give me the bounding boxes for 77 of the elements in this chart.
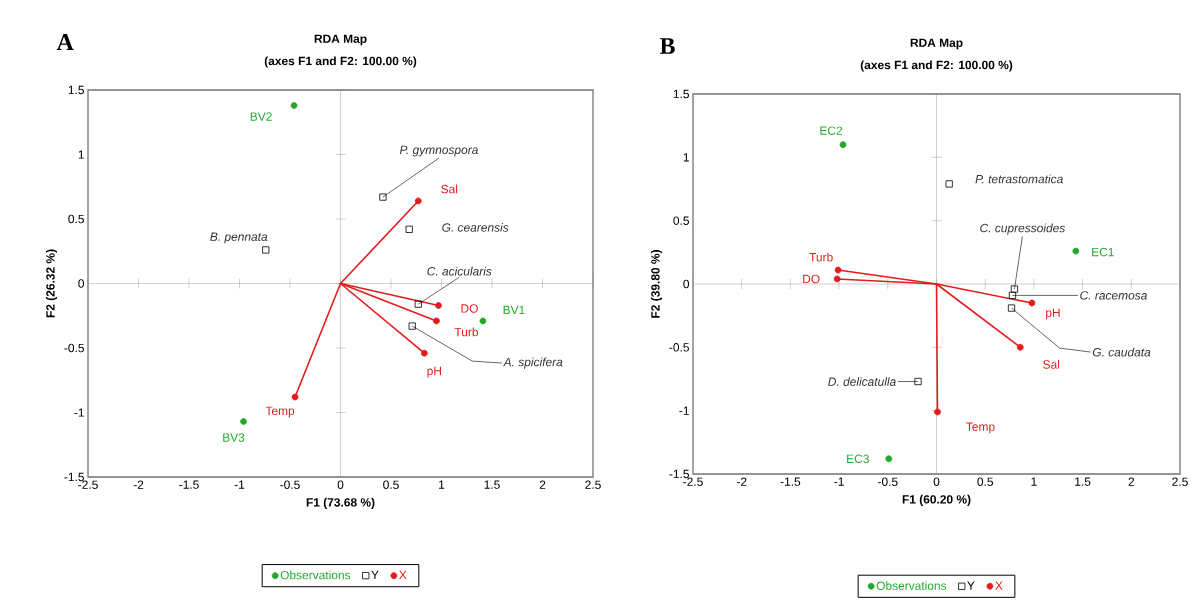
chart-title: RDA Map	[314, 34, 367, 46]
annotation: G. caudata	[1092, 347, 1151, 357]
y-tick-label: 0	[683, 279, 690, 289]
annotation: DO	[461, 304, 478, 313]
y-tick-label: 1.5	[68, 85, 84, 95]
y-tick-label: -0.5	[64, 343, 84, 353]
annotation: D. delicatulla	[828, 377, 896, 386]
x-tick-label: 2.5	[585, 480, 601, 489]
x-tick-label: -1.5	[780, 477, 801, 486]
annotation: P. tetrastomatica	[975, 174, 1063, 184]
x-tick-label: 2	[539, 480, 546, 489]
annotation: DO	[803, 274, 820, 284]
legend-label: Observations	[876, 581, 947, 590]
y-tick-label: 1	[683, 153, 689, 162]
y-axis-title: F2 (26.32 %)	[45, 249, 58, 318]
x-tick-label: 1	[1031, 477, 1037, 486]
annotation: BV2	[250, 112, 272, 121]
annotation: B. pennata	[210, 232, 268, 244]
x-tick-label: -0.5	[878, 477, 898, 486]
x-tick-label: 2	[1128, 477, 1135, 486]
annotation: Sal	[441, 184, 458, 194]
y-tick-label: -0.5	[669, 343, 689, 352]
x-tick-label: -1.5	[179, 480, 199, 489]
x-tick-label: 0	[933, 477, 940, 486]
x-tick-label: 1.5	[1075, 477, 1091, 486]
x-tick-label: -2	[736, 477, 747, 486]
chart-subtitle: (axes F1 and F2: 100.00 %)	[264, 56, 417, 68]
chart-title: RDA Map	[910, 38, 963, 50]
y-tick-label: -1	[74, 408, 84, 417]
annotation: Sal	[1043, 359, 1060, 369]
annotation: C. cupressoides	[980, 223, 1066, 235]
y-tick-label: 1	[78, 150, 84, 159]
annotation: Turb	[454, 327, 479, 337]
annotation: pH	[1046, 308, 1060, 320]
y-tick-label: 0.5	[673, 216, 689, 225]
annotation: P. gymnospora	[399, 145, 478, 157]
annotation: A. spicifera	[503, 357, 563, 369]
annotation: BV3	[223, 433, 245, 442]
annotation: pH	[427, 366, 441, 378]
y-tick-label: 0	[78, 279, 85, 288]
text: A	[56, 34, 74, 50]
x-tick-label: 0.5	[977, 477, 994, 486]
annotation: C. racemosa	[1080, 291, 1147, 300]
annotation: C. acicularis	[427, 266, 492, 276]
x-tick-label: 1	[439, 480, 445, 489]
y-tick-label: 1.5	[673, 89, 689, 99]
annotation: G. cearensis	[442, 222, 509, 232]
x-tick-label: -2.5	[78, 480, 98, 489]
chart-subtitle: (axes F1 and F2: 100.00 %)	[860, 60, 1013, 72]
x-axis-title: F1 (73.68 %)	[306, 497, 375, 509]
annotation: Temp	[265, 406, 295, 418]
annotation: EC3	[847, 454, 869, 464]
x-tick-label: -1	[234, 480, 245, 489]
legend-label: Observations	[280, 570, 351, 580]
annotation: Temp	[966, 422, 995, 434]
x-tick-label: -0.5	[280, 480, 300, 489]
annotation: EC2	[820, 126, 843, 135]
legend-label: Y	[371, 570, 379, 580]
x-axis-title: F1 (60.20 %)	[902, 494, 971, 506]
x-tick-label: 0	[337, 480, 344, 489]
annotation: EC1	[1092, 247, 1114, 257]
x-tick-label: 0.5	[383, 480, 399, 489]
legend-label: X	[995, 581, 1003, 590]
annotation: BV1	[503, 305, 525, 315]
y-tick-label: 0.5	[68, 214, 84, 224]
legend-label: Y	[967, 581, 975, 590]
x-tick-label: -2.5	[683, 477, 703, 486]
x-tick-label: -1	[834, 477, 844, 486]
y-tick-label: -1	[679, 406, 689, 415]
y-axis-title: F2 (39.80 %)	[650, 250, 663, 318]
x-tick-label: 2.5	[1172, 477, 1188, 486]
x-tick-label: -2	[133, 480, 144, 489]
x-tick-label: 1.5	[484, 480, 500, 489]
annotation: Turb	[809, 252, 833, 262]
legend-label: X	[399, 570, 407, 580]
text: B	[659, 38, 675, 54]
y-tick-label: -1.5	[669, 469, 689, 479]
